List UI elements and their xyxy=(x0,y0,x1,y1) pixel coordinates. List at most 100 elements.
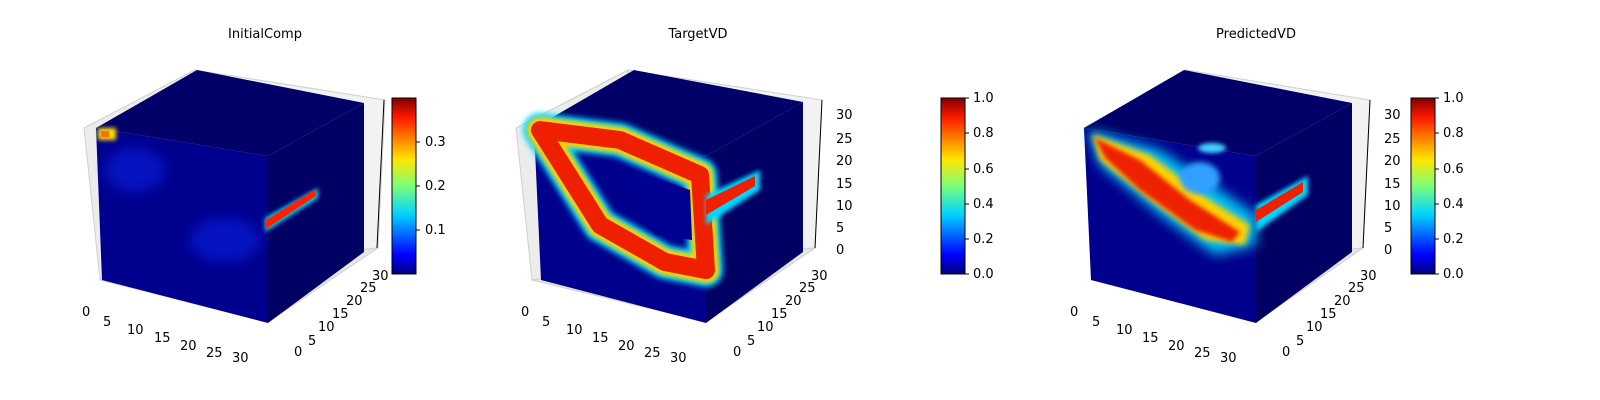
colorbar-tick-label: 0.0 xyxy=(973,267,994,282)
panel-target-vd: TargetVD 0 5 10 15 20 25 30 xyxy=(515,27,994,366)
y-axis-ticks: 0 5 10 15 20 25 30 xyxy=(1282,269,1377,360)
x-tick-label: 15 xyxy=(592,331,609,346)
x-tick-label: 0 xyxy=(521,305,529,320)
y-tick-label: 30 xyxy=(811,269,828,284)
z-tick-label: 0 xyxy=(1384,243,1392,258)
colorbar-tick-label: 0.2 xyxy=(425,179,446,194)
x-tick-label: 30 xyxy=(670,351,687,366)
colorbar-tick-label: 0.6 xyxy=(1443,162,1464,177)
y-tick-label: 25 xyxy=(799,281,816,296)
y-tick-label: 10 xyxy=(757,320,774,335)
colorbar-ticks: 0.0 0.2 0.4 0.6 0.8 1.0 xyxy=(1435,91,1464,282)
z-axis-ticks: 0 5 10 15 20 25 30 xyxy=(836,108,853,258)
y-tick-label: 15 xyxy=(771,307,788,322)
x-tick-label: 25 xyxy=(1194,346,1211,361)
colorbar-tick-label: 0.4 xyxy=(1443,197,1464,212)
field-cloud xyxy=(190,218,260,262)
x-tick-label: 5 xyxy=(542,315,550,330)
x-tick-label: 0 xyxy=(82,305,90,320)
field-ring xyxy=(523,113,723,287)
y-tick-label: 30 xyxy=(372,269,389,284)
colorbar-tick-label: 0.1 xyxy=(425,223,446,238)
z-axis-line xyxy=(376,99,385,249)
y-tick-label: 5 xyxy=(308,334,316,349)
chart-title: TargetVD xyxy=(667,27,727,42)
field-cloud xyxy=(105,148,165,192)
z-tick-label: 15 xyxy=(836,177,853,192)
x-tick-label: 15 xyxy=(1142,331,1159,346)
y-tick-label: 10 xyxy=(1306,320,1323,335)
x-axis-ticks: 0 5 10 15 20 25 30 xyxy=(82,305,249,366)
z-axis-ticks: 0 5 10 15 20 25 30 xyxy=(1384,108,1401,258)
colorbar-tick-label: 0.2 xyxy=(1443,232,1464,247)
field-streak xyxy=(1256,182,1303,222)
y-tick-label: 20 xyxy=(346,294,363,309)
cube-side-face xyxy=(1256,103,1352,323)
field-streak xyxy=(266,189,316,229)
panel-initial-comp: InitialComp 0.3 0.2 0.1 xyxy=(82,27,446,366)
x-tick-label: 5 xyxy=(103,315,111,330)
panel-predicted-vd: PredictedVD 0 5 10 15 20 25 30 xyxy=(1070,27,1464,366)
colorbar-tick-label: 0.2 xyxy=(973,232,994,247)
x-tick-label: 25 xyxy=(206,346,223,361)
y-tick-label: 5 xyxy=(747,334,755,349)
z-tick-label: 25 xyxy=(836,132,853,147)
cube-top-face xyxy=(96,70,364,156)
chart-title: PredictedVD xyxy=(1216,27,1296,42)
z-tick-label: 5 xyxy=(1384,221,1392,236)
x-axis-ticks: 0 5 10 15 20 25 30 xyxy=(1070,305,1237,366)
colorbar-ticks: 0.0 0.2 0.4 0.6 0.8 1.0 xyxy=(965,91,994,282)
colorbar-tick-label: 0.6 xyxy=(973,162,994,177)
x-tick-label: 10 xyxy=(566,323,583,338)
x-tick-label: 20 xyxy=(618,339,635,354)
field-streak xyxy=(706,176,755,215)
y-tick-label: 25 xyxy=(360,281,377,296)
x-tick-label: 20 xyxy=(1168,339,1185,354)
y-tick-label: 10 xyxy=(318,320,335,335)
z-tick-label: 5 xyxy=(836,221,844,236)
z-tick-label: 15 xyxy=(1384,177,1401,192)
colorbar-tick-label: 1.0 xyxy=(1443,91,1464,106)
colorbar xyxy=(1410,97,1436,275)
y-tick-label: 15 xyxy=(1320,307,1337,322)
z-tick-label: 10 xyxy=(836,199,853,214)
x-tick-label: 0 xyxy=(1070,305,1078,320)
y-tick-label: 30 xyxy=(1360,269,1377,284)
z-axis-line xyxy=(1362,99,1371,249)
x-axis-ticks: 0 5 10 15 20 25 30 xyxy=(521,305,687,366)
colorbar-tick-label: 0.3 xyxy=(425,135,446,150)
z-tick-label: 20 xyxy=(836,154,853,169)
y-tick-label: 25 xyxy=(1348,281,1365,296)
x-tick-label: 15 xyxy=(154,331,171,346)
colorbar-tick-label: 0.0 xyxy=(1443,267,1464,282)
x-tick-label: 5 xyxy=(1092,315,1100,330)
y-tick-label: 0 xyxy=(1282,345,1290,360)
cube-side-face xyxy=(268,103,364,323)
field-prediction xyxy=(1088,130,1256,255)
y-tick-label: 20 xyxy=(785,294,802,309)
x-tick-label: 30 xyxy=(1220,351,1237,366)
colorbar-tick-label: 1.0 xyxy=(973,91,994,106)
colorbar xyxy=(940,97,966,275)
z-axis-line xyxy=(814,99,823,249)
colorbar xyxy=(391,97,417,275)
x-tick-label: 20 xyxy=(180,339,197,354)
chart-title: InitialComp xyxy=(228,27,302,42)
colorbar-tick-label: 0.8 xyxy=(1443,126,1464,141)
y-tick-label: 0 xyxy=(733,345,741,360)
y-axis-ticks: 0 5 10 15 20 25 30 xyxy=(733,269,828,360)
x-tick-label: 10 xyxy=(1116,323,1133,338)
z-tick-label: 20 xyxy=(1384,154,1401,169)
y-tick-label: 20 xyxy=(1334,294,1351,309)
colorbar-tick-label: 0.8 xyxy=(973,126,994,141)
x-tick-label: 10 xyxy=(127,323,144,338)
x-tick-label: 30 xyxy=(232,351,249,366)
cube-top-face xyxy=(1084,70,1352,156)
y-axis-ticks: 0 5 10 15 20 25 30 xyxy=(294,269,389,360)
z-tick-label: 10 xyxy=(1384,199,1401,214)
colorbar-tick-label: 0.4 xyxy=(973,197,994,212)
z-tick-label: 30 xyxy=(1384,108,1401,123)
field-hotspot xyxy=(101,131,109,137)
x-tick-label: 25 xyxy=(644,346,661,361)
